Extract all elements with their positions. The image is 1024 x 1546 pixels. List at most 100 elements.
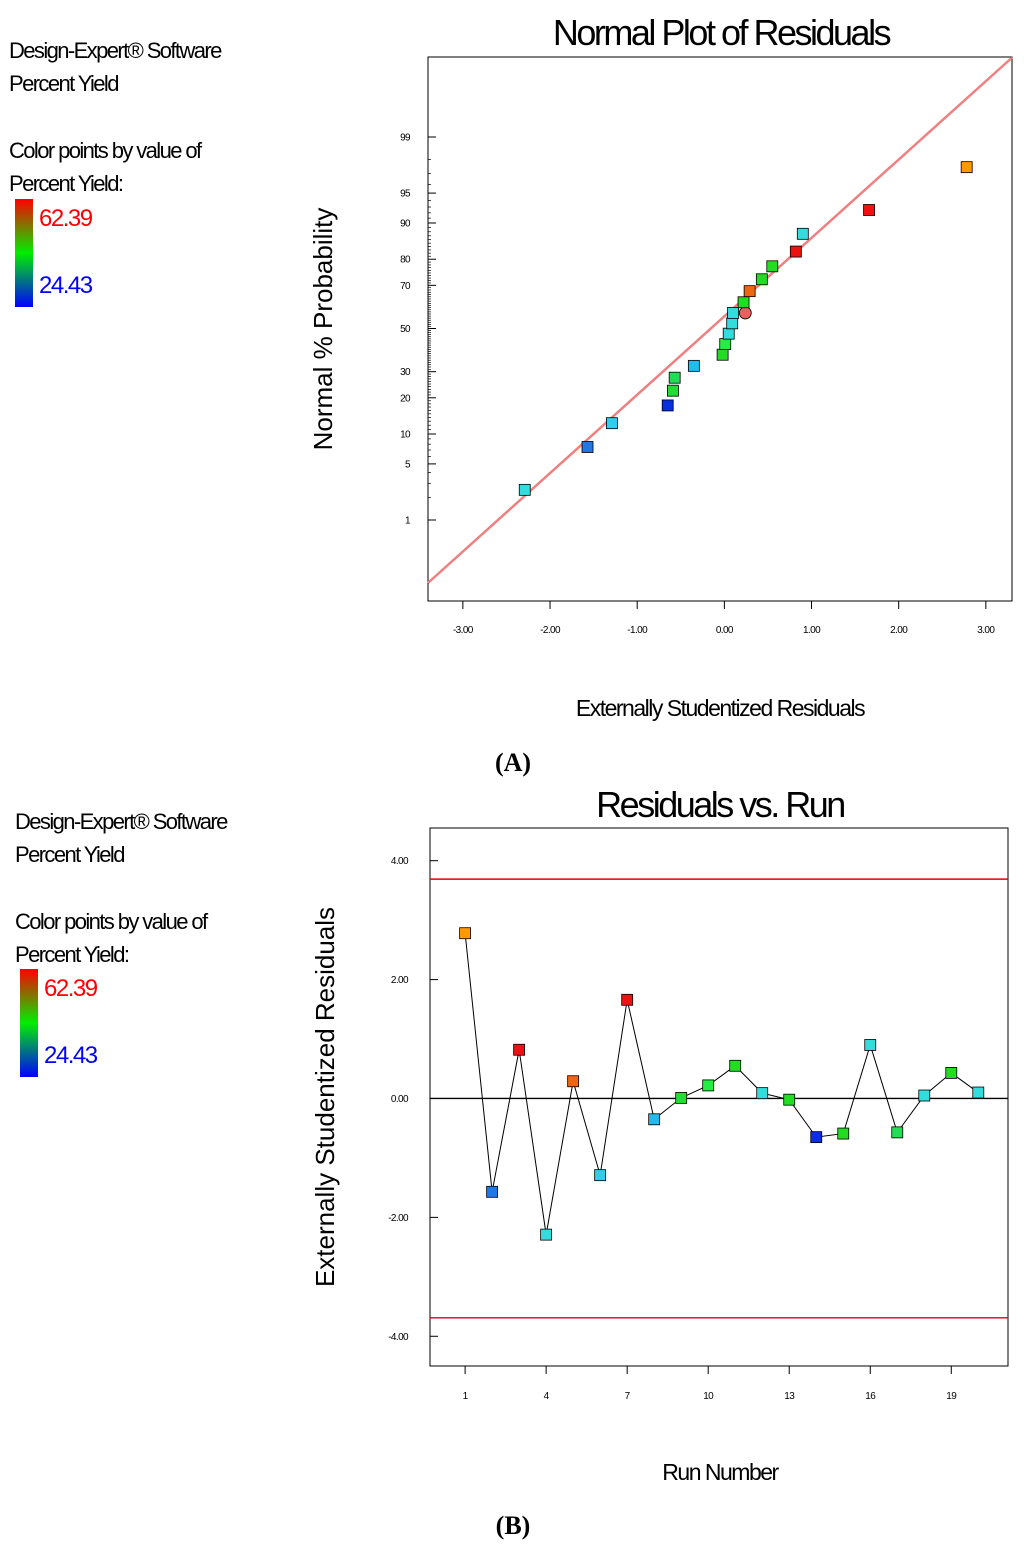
data-point-marker [702,1079,715,1092]
software-label: Design-Expert® Software [9,38,222,63]
data-point-marker [863,204,875,216]
x-tick-label: 0.00 [716,625,734,636]
y-tick-label: 10 [400,429,411,440]
chart-a-points [518,161,973,496]
panel-a: Design-Expert® Software Percent Yield Co… [9,12,1013,777]
y-tick-label: 1 [405,516,411,527]
y-tick-label: 95 [400,189,411,200]
data-point-marker [594,1169,607,1182]
data-point-marker [737,296,750,309]
data-point-marker [756,1087,769,1100]
y-tick-label: 90 [400,219,411,230]
data-point-marker [945,1067,958,1079]
data-point-marker [661,399,674,412]
data-point-marker [567,1075,580,1088]
x-tick-label: 10 [703,1391,714,1402]
chart-b-x-label: Run Number [662,1459,779,1485]
data-point-marker [675,1091,688,1104]
x-tick-label: 7 [625,1391,631,1402]
color-by-response-label: Percent Yield: [15,942,129,967]
chart-a-y-label: Normal % Probability [308,208,338,451]
data-point-marker [796,227,809,240]
scale-high-value: 62.39 [39,205,93,232]
x-tick-label: -3.00 [453,625,474,636]
chart-b-residual-path [464,933,979,1235]
data-point-marker [960,161,973,174]
x-tick-label: 3.00 [977,625,995,636]
chart-b-y-axis: -4.00 -2.00 0.00 2.00 4.00 [388,856,438,1343]
y-tick-label: 20 [400,393,411,404]
chart-a-fit-line [427,56,1013,584]
data-point-marker [540,1228,553,1241]
color-by-label: Color points by value of [9,138,203,163]
data-point-marker [459,927,472,940]
data-point-marker [755,273,768,286]
scale-low-value: 24.43 [39,272,93,299]
data-point-marker [891,1126,904,1139]
chart-a-plot-frame [427,56,1013,602]
data-point-marker [486,1185,499,1198]
chart-a-x-label: Externally Studentized Residuals [576,695,865,721]
data-point-marker [918,1089,931,1102]
data-point-marker [606,417,618,430]
y-tick-label: 4.00 [391,856,409,867]
y-tick-label: 50 [400,324,411,335]
data-point-marker [621,993,634,1006]
panel-b-side-info: Design-Expert® Software Percent Yield Co… [15,809,230,1077]
y-tick-label: 70 [400,281,411,292]
data-point-marker [972,1086,985,1099]
data-point-marker [783,1093,796,1106]
data-point-marker [687,359,700,372]
software-label: Design-Expert® Software [15,809,228,834]
data-point-marker [518,483,531,496]
scale-high-value: 62.39 [44,975,98,1002]
data-point-marker [864,1039,877,1051]
color-by-label: Color points by value of [15,909,209,934]
panel-b-label: (B) [496,1511,531,1540]
y-tick-label: 0.00 [391,1094,409,1105]
color-scale-bar [20,969,38,1077]
data-point-marker [738,306,752,320]
data-point-marker [837,1127,850,1140]
data-point-marker [716,348,729,361]
response-label: Percent Yield [9,71,118,96]
x-tick-label: 1.00 [803,625,821,636]
x-tick-label: -1.00 [627,625,648,636]
y-tick-label: 30 [400,367,411,378]
data-point-marker [667,384,679,397]
color-by-response-label: Percent Yield: [9,171,123,196]
y-tick-label: 99 [400,133,411,144]
x-tick-label: -2.00 [540,625,561,636]
y-tick-label: 5 [405,459,411,470]
data-point-marker [726,317,739,330]
chart-a-x-axis: -3.00 -2.00 -1.00 0.00 1.00 2.00 3.00 [453,601,996,636]
panel-b: Design-Expert® Software Percent Yield Co… [15,784,1009,1540]
response-label: Percent Yield [15,842,124,867]
panel-a-label: (A) [495,748,531,777]
x-tick-label: 1 [463,1391,469,1402]
y-tick-label: -4.00 [388,1332,409,1343]
chart-b-title: Residuals vs. Run [596,784,844,825]
data-point-marker [648,1113,661,1126]
color-scale-bar [15,199,33,307]
data-point-marker [727,307,739,319]
y-tick-label: -2.00 [388,1213,409,1224]
scale-low-value: 24.43 [44,1042,98,1069]
x-tick-label: 16 [865,1391,876,1402]
data-point-marker [766,260,779,273]
data-point-marker [581,441,594,453]
data-point-marker [719,338,732,350]
y-tick-label: 80 [400,255,411,266]
chart-b-x-axis: 1 4 7 10 13 16 19 [463,1366,958,1402]
data-point-marker [789,245,802,258]
data-point-marker [722,327,735,340]
x-tick-label: 4 [544,1391,550,1402]
data-point-marker [729,1059,742,1072]
x-tick-label: 2.00 [890,625,908,636]
chart-b-points [459,927,985,1241]
chart-b-plot-frame [429,827,1009,1367]
chart-a-title: Normal Plot of Residuals [553,12,891,53]
y-tick-label: 2.00 [391,975,409,986]
x-tick-label: 13 [784,1391,795,1402]
